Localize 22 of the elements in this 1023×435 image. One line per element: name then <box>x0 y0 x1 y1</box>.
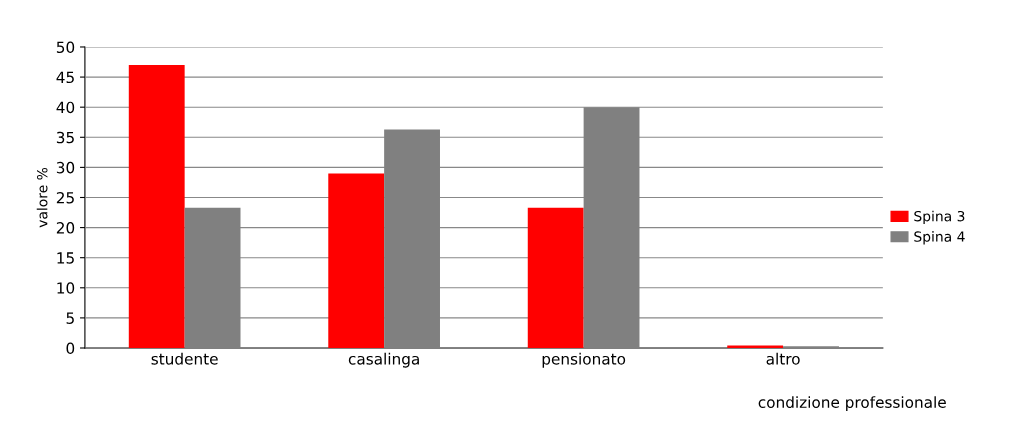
y-tick-label: 15 <box>57 252 74 264</box>
x-tick-label: altro <box>766 352 800 365</box>
legend-label: Spina 4 <box>914 231 965 245</box>
y-tick-label: 30 <box>56 161 75 174</box>
x-tick-label: studente <box>151 352 218 365</box>
y-tick-label: 25 <box>56 191 74 204</box>
y-tick-label: 20 <box>56 222 75 234</box>
y-tick-label: 5 <box>66 312 74 324</box>
y-axis-title: valore % <box>36 167 48 228</box>
x-tick-label: pensionato <box>542 352 626 368</box>
y-tick-label: 50 <box>56 41 75 53</box>
y-tick-label: 0 <box>66 342 75 355</box>
y-tick-label: 10 <box>57 282 75 294</box>
y-tick-label: 35 <box>56 131 74 144</box>
legend-label: Spina 3 <box>914 210 965 225</box>
bar <box>328 173 385 348</box>
x-axis-title: condizione professionale <box>758 396 946 411</box>
y-tick-label: 40 <box>56 101 75 114</box>
bar <box>128 65 185 348</box>
bar <box>527 207 584 348</box>
y-tick-label: 45 <box>56 71 74 84</box>
x-tick-label: casalinga <box>348 352 419 368</box>
